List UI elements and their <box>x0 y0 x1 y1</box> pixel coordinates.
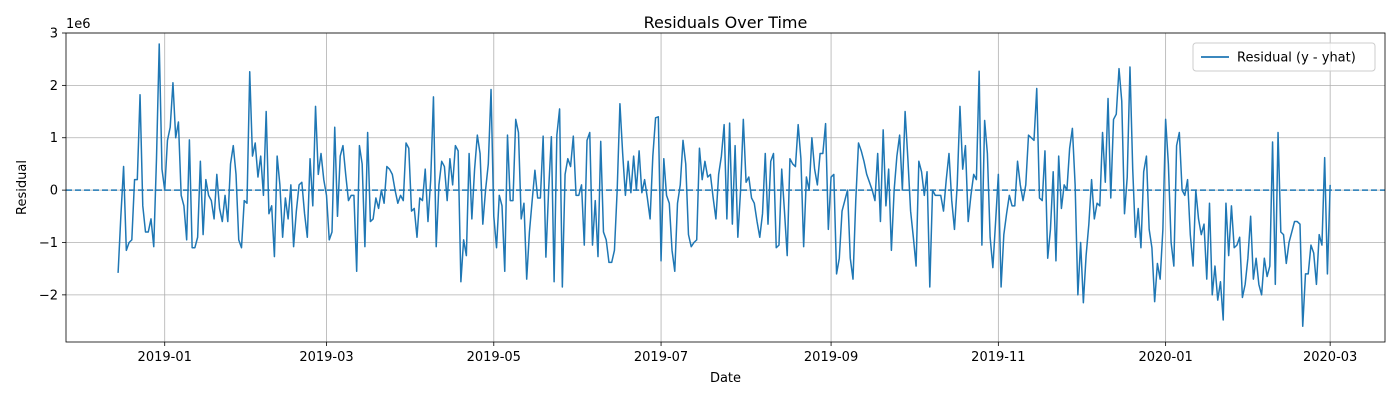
residual-series-line <box>117 43 1331 328</box>
x-tick-label: 2020-03 <box>1303 350 1357 365</box>
y-tick-label: −2 <box>39 288 58 303</box>
x-axis-title: Date <box>710 371 741 386</box>
y-tick-label: 2 <box>50 79 58 94</box>
y-tick-label: 1 <box>50 131 58 146</box>
chart-title: Residuals Over Time <box>644 13 808 32</box>
y-axis-title: Residual <box>15 160 30 215</box>
x-tick-label: 2020-01 <box>1138 350 1192 365</box>
x-tick-label: 2019-03 <box>299 350 353 365</box>
y-tick-label: −1 <box>39 236 58 251</box>
x-tick-label: 2019-11 <box>971 350 1025 365</box>
plot-area-frame <box>65 32 1386 343</box>
series-layer <box>117 43 1331 328</box>
x-axis-ticks: 2019-01 2019-03 2019-05 2019-07 2019-09 2019-… <box>138 342 1357 365</box>
y-axis-ticks: −2 −1 0 1 2 3 <box>39 27 66 303</box>
legend: Residual (y - yhat) <box>1192 42 1376 72</box>
y-tick-label: 3 <box>50 27 58 42</box>
x-tick-label: 2019-07 <box>634 350 688 365</box>
x-tick-label: 2019-01 <box>138 350 192 365</box>
y-axis-offset-label: 1e6 <box>66 17 91 32</box>
legend-box <box>1192 42 1376 72</box>
x-tick-label: 2019-09 <box>804 350 858 365</box>
legend-label-residual: Residual (y - yhat) <box>1237 51 1356 66</box>
y-tick-label: 0 <box>50 184 58 199</box>
x-tick-label: 2019-05 <box>467 350 521 365</box>
